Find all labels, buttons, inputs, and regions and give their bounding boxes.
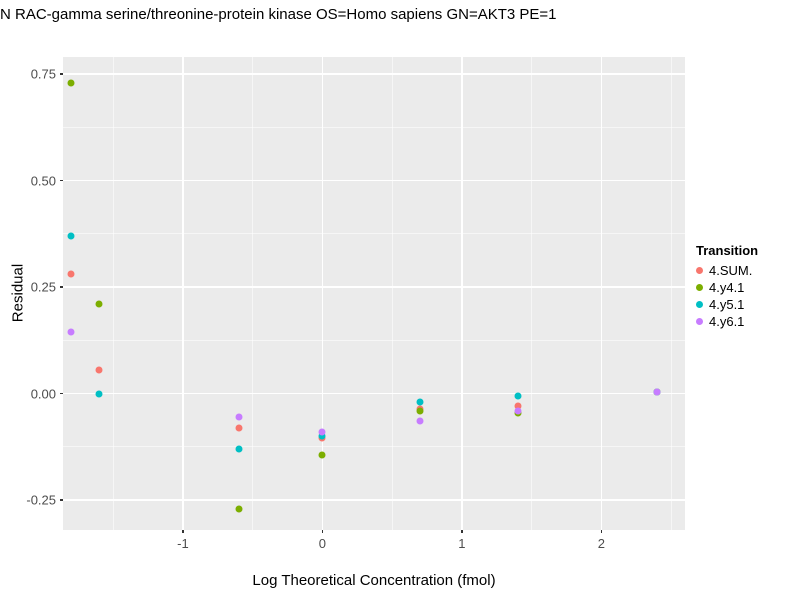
gridline-y-minor	[63, 446, 685, 448]
legend-item-label: 4.y5.1	[709, 297, 745, 312]
data-point	[67, 270, 75, 278]
gridline-x-minor	[531, 57, 533, 530]
x-tick-mark	[600, 530, 602, 533]
y-tick-label: 0.75	[30, 66, 56, 82]
gridline-x-minor	[670, 57, 672, 530]
x-tick-mark	[461, 530, 463, 533]
legend-key-dot	[696, 318, 703, 325]
gridline-y-major	[63, 499, 685, 501]
gridline-y-minor	[63, 126, 685, 128]
gridline-y-major	[63, 286, 685, 288]
plot-panel	[63, 57, 685, 530]
legend-item: 4.y5.1	[696, 296, 758, 313]
data-point	[95, 390, 103, 398]
data-point	[67, 328, 75, 336]
data-point	[416, 398, 424, 406]
legend-item: 4.SUM.	[696, 262, 758, 279]
data-point	[514, 392, 522, 400]
data-point	[235, 424, 243, 432]
x-tick-label: 0	[318, 536, 327, 551]
y-tick-mark	[60, 499, 63, 501]
data-point	[318, 432, 326, 440]
y-tick-mark	[60, 392, 63, 395]
x-tick-label: 1	[458, 536, 466, 551]
y-tick-label: 0.25	[30, 279, 56, 295]
plot-title: N RAC-gamma serine/threonine-protein kin…	[0, 6, 557, 23]
y-tick-mark	[60, 73, 63, 75]
data-point	[235, 413, 243, 421]
y-tick-label: 0.50	[30, 173, 56, 189]
gridline-x-minor	[252, 57, 254, 530]
data-point	[67, 232, 75, 240]
gridline-y-major	[63, 392, 685, 395]
legend-item-label: 4.SUM.	[709, 263, 753, 278]
x-tick-mark	[182, 530, 184, 533]
data-point	[235, 445, 243, 453]
data-point	[514, 407, 522, 415]
gridline-x-major	[600, 57, 602, 530]
data-point	[318, 428, 326, 436]
gridline-x-major	[321, 57, 324, 530]
legend-key-dot	[696, 267, 703, 274]
y-tick-mark	[60, 179, 63, 182]
data-point	[95, 300, 103, 308]
x-tick-mark	[321, 530, 324, 533]
data-point	[416, 407, 424, 415]
legend-item: 4.y4.1	[696, 279, 758, 296]
data-point	[514, 402, 522, 410]
x-axis-title: Log Theoretical Concentration (fmol)	[252, 572, 496, 589]
gridline-x-minor	[112, 57, 114, 530]
y-tick-mark	[60, 286, 63, 288]
gridline-y-minor	[63, 339, 685, 341]
y-tick-label: 0.00	[30, 386, 56, 402]
legend-key-dot	[696, 301, 703, 308]
x-tick-label: 2	[597, 536, 605, 551]
data-point	[318, 451, 326, 459]
legend-item: 4.y6.1	[696, 313, 758, 330]
legend-item-label: 4.y6.1	[709, 314, 745, 329]
gridline-y-major	[63, 179, 685, 182]
gridline-x-major	[461, 57, 463, 530]
legend: Transition 4.SUM. 4.y4.1 4.y5.1 4.y6.1	[696, 243, 758, 330]
data-point	[416, 417, 424, 425]
y-axis-title: Residual	[9, 263, 27, 323]
legend-items: 4.SUM. 4.y4.1 4.y5.1 4.y6.1	[696, 262, 758, 330]
legend-key-dot	[696, 284, 703, 291]
data-point	[67, 79, 75, 87]
legend-title: Transition	[696, 243, 759, 258]
y-tick-label: -0.25	[26, 492, 56, 508]
gridline-x-major	[182, 57, 184, 530]
legend-item-label: 4.y4.1	[709, 280, 745, 295]
gridline-y-minor	[63, 233, 685, 235]
data-point	[95, 366, 103, 374]
x-tick-label: -1	[177, 536, 189, 551]
data-point	[653, 388, 661, 395]
gridline-x-minor	[391, 57, 393, 530]
gridline-y-major	[63, 73, 685, 75]
data-point	[235, 505, 243, 513]
